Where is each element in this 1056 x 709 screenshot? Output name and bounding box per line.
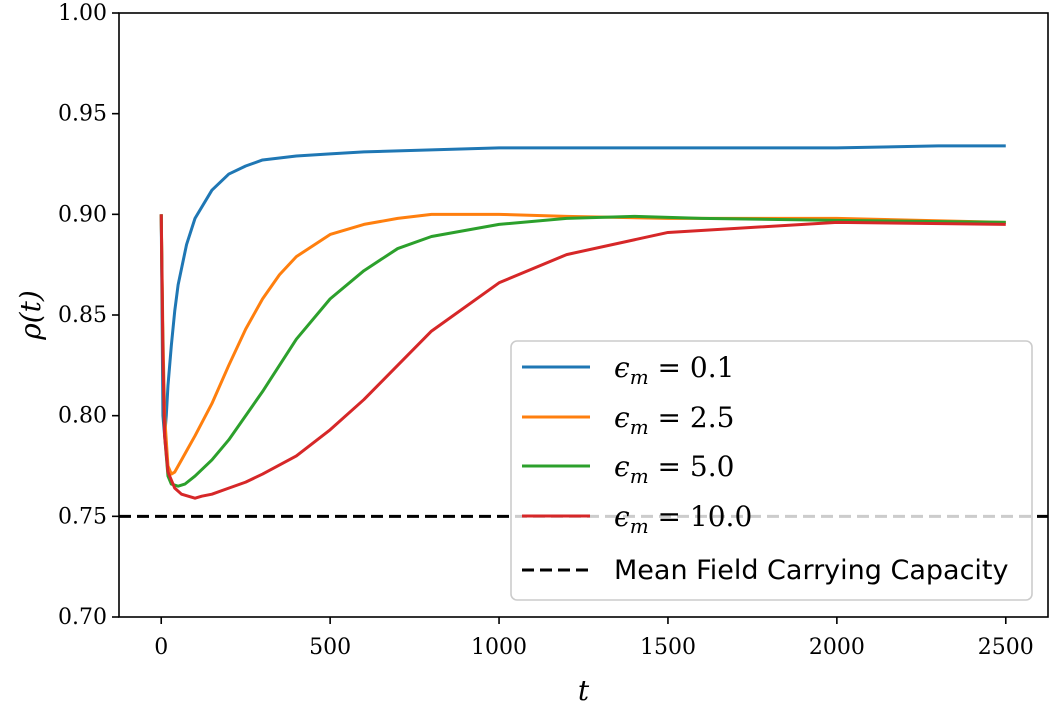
legend: ϵm = 0.1 ϵm = 2.5 ϵm = 5.0 ϵm = 10.0 Mean Fi… bbox=[510, 340, 1033, 601]
x-tick-label: 1000 bbox=[471, 635, 527, 660]
y-tick-label: 0.75 bbox=[58, 504, 107, 529]
series-line-3 bbox=[159, 214, 1006, 500]
legend-label-2: ϵm = 5.0 bbox=[614, 450, 734, 488]
y-tick-label: 1.00 bbox=[58, 1, 107, 26]
legend-label-0: ϵm = 0.1 bbox=[614, 351, 734, 389]
y-tick-label: 0.80 bbox=[58, 404, 107, 429]
series-line-1 bbox=[159, 212, 1006, 476]
y-tick-label: 0.70 bbox=[58, 605, 107, 630]
x-tick-label: 1500 bbox=[640, 635, 696, 660]
x-tick-label: 2000 bbox=[809, 635, 865, 660]
x-tick-label: 500 bbox=[309, 635, 351, 660]
x-tick-label: 2500 bbox=[978, 635, 1034, 660]
legend-label-1: ϵm = 2.5 bbox=[614, 401, 734, 439]
x-axis-label: t bbox=[578, 674, 590, 707]
y-tick-label: 0.85 bbox=[58, 303, 107, 328]
legend-label-reference: Mean Field Carrying Capacity bbox=[614, 555, 1009, 586]
x-tick-label: 0 bbox=[154, 635, 168, 660]
y-tick-label: 0.95 bbox=[58, 102, 107, 127]
series-line-0 bbox=[159, 144, 1006, 438]
legend-label-3: ϵm = 10.0 bbox=[614, 500, 752, 538]
y-tick-label: 0.90 bbox=[58, 202, 107, 227]
legend-box bbox=[510, 340, 1033, 601]
y-axis-label: ρ(t) bbox=[14, 290, 47, 341]
series-line-2 bbox=[159, 214, 1006, 488]
